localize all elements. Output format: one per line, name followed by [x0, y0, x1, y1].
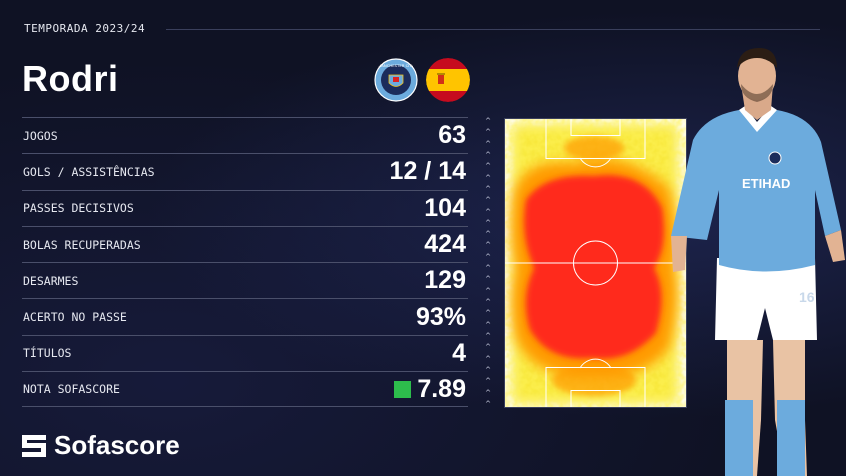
stat-row-pass-accuracy: ACERTO NO PASSE 93% [22, 298, 468, 334]
manchester-city-crest-icon: MANCHESTER CITY [374, 58, 418, 102]
arrow-up-icon: ^ [485, 343, 491, 352]
stat-value: 93% [415, 302, 466, 331]
stat-label: JOGOS [23, 128, 58, 143]
stat-value-rating: 7.89 [394, 375, 468, 404]
stat-label: BOLAS RECUPERADAS [23, 237, 141, 252]
arrow-up-icon: ^ [485, 252, 491, 261]
stat-row-goals-assists: GOLS / ASSISTÊNCIAS 12 / 14 [22, 153, 468, 189]
stat-row-key-passes: PASSES DECISIVOS 104 [22, 189, 468, 226]
stat-label: PASSES DECISIVOS [23, 201, 134, 216]
season-label: TEMPORADA 2023/24 [24, 22, 146, 35]
stat-label: TÍTULOS [23, 346, 72, 361]
stat-label: DESARMES [23, 273, 79, 288]
stat-label: GOLS / ASSISTÊNCIAS [23, 164, 155, 179]
stats-table: JOGOS 63 GOLS / ASSISTÊNCIAS 12 / 14 PAS… [22, 117, 468, 408]
stat-value: 424 [424, 230, 466, 259]
arrow-up-icon: ^ [485, 399, 491, 408]
rating-value: 7.89 [417, 374, 466, 403]
arrow-up-icon: ^ [485, 264, 491, 273]
stat-value: 129 [424, 266, 466, 295]
stat-row-titles: TÍTULOS 4 [22, 334, 468, 371]
arrow-up-icon: ^ [485, 218, 491, 227]
heatmap-pitch [504, 118, 687, 408]
arrow-up-icon: ^ [485, 388, 491, 397]
divider [166, 29, 820, 30]
sofascore-logo-icon [22, 434, 46, 457]
arrow-up-icon: ^ [485, 139, 491, 148]
stat-value: 104 [424, 193, 466, 222]
stat-label: NOTA SOFASCORE [23, 382, 120, 397]
arrow-up-icon: ^ [485, 377, 491, 386]
stat-row-games: JOGOS 63 [22, 117, 468, 153]
arrow-up-icon: ^ [485, 286, 491, 295]
arrow-up-icon: ^ [485, 117, 491, 125]
crest-text: MANCHESTER CITY [378, 63, 415, 68]
arrow-up-icon: ^ [485, 298, 491, 306]
arrow-up-icon: ^ [485, 207, 491, 216]
arrow-up-icon: ^ [485, 173, 491, 182]
brand-name: Sofascore [54, 430, 180, 460]
stat-label: ACERTO NO PASSE [23, 310, 127, 325]
spain-flag-icon [426, 58, 470, 102]
stat-row-tackles: DESARMES 129 [22, 262, 468, 298]
brand-logo: Sofascore [22, 430, 180, 461]
arrow-up-icon: ^ [485, 162, 491, 171]
player-name: Rodri [22, 58, 119, 99]
arrow-up-icon: ^ [485, 128, 491, 137]
player-photo: 16 ETIHAD [671, 48, 845, 476]
stat-value: 63 [438, 121, 466, 150]
stat-value: 4 [452, 338, 466, 367]
rating-color-icon [394, 380, 412, 398]
arrow-up-icon: ^ [485, 184, 491, 193]
arrow-up-icon: ^ [485, 230, 491, 239]
arrow-up-icon: ^ [485, 309, 491, 318]
arrow-up-icon: ^ [485, 150, 491, 159]
arrow-up-icon: ^ [485, 241, 491, 250]
attack-direction-arrows: ^ ^ ^ ^ ^ ^ ^ ^ ^ ^ ^ ^ ^ ^ ^ ^ ^ ^ ^ ^ ^ ^ ^ ^ ^ ^ [483, 118, 493, 408]
jersey-sponsor: ETIHAD [742, 176, 790, 191]
shorts-number: 16 [799, 289, 815, 305]
arrow-up-icon: ^ [485, 331, 491, 340]
arrow-up-icon: ^ [485, 365, 491, 374]
stat-row-rating: NOTA SOFASCORE 7.89 [22, 371, 468, 408]
arrow-up-icon: ^ [485, 196, 491, 205]
stat-row-recoveries: BOLAS RECUPERADAS 424 [22, 225, 468, 262]
arrow-up-icon: ^ [485, 320, 491, 329]
arrow-up-icon: ^ [485, 275, 491, 284]
arrow-up-icon: ^ [485, 354, 491, 363]
badges: MANCHESTER CITY [374, 58, 470, 102]
stat-value: 12 / 14 [389, 157, 466, 186]
